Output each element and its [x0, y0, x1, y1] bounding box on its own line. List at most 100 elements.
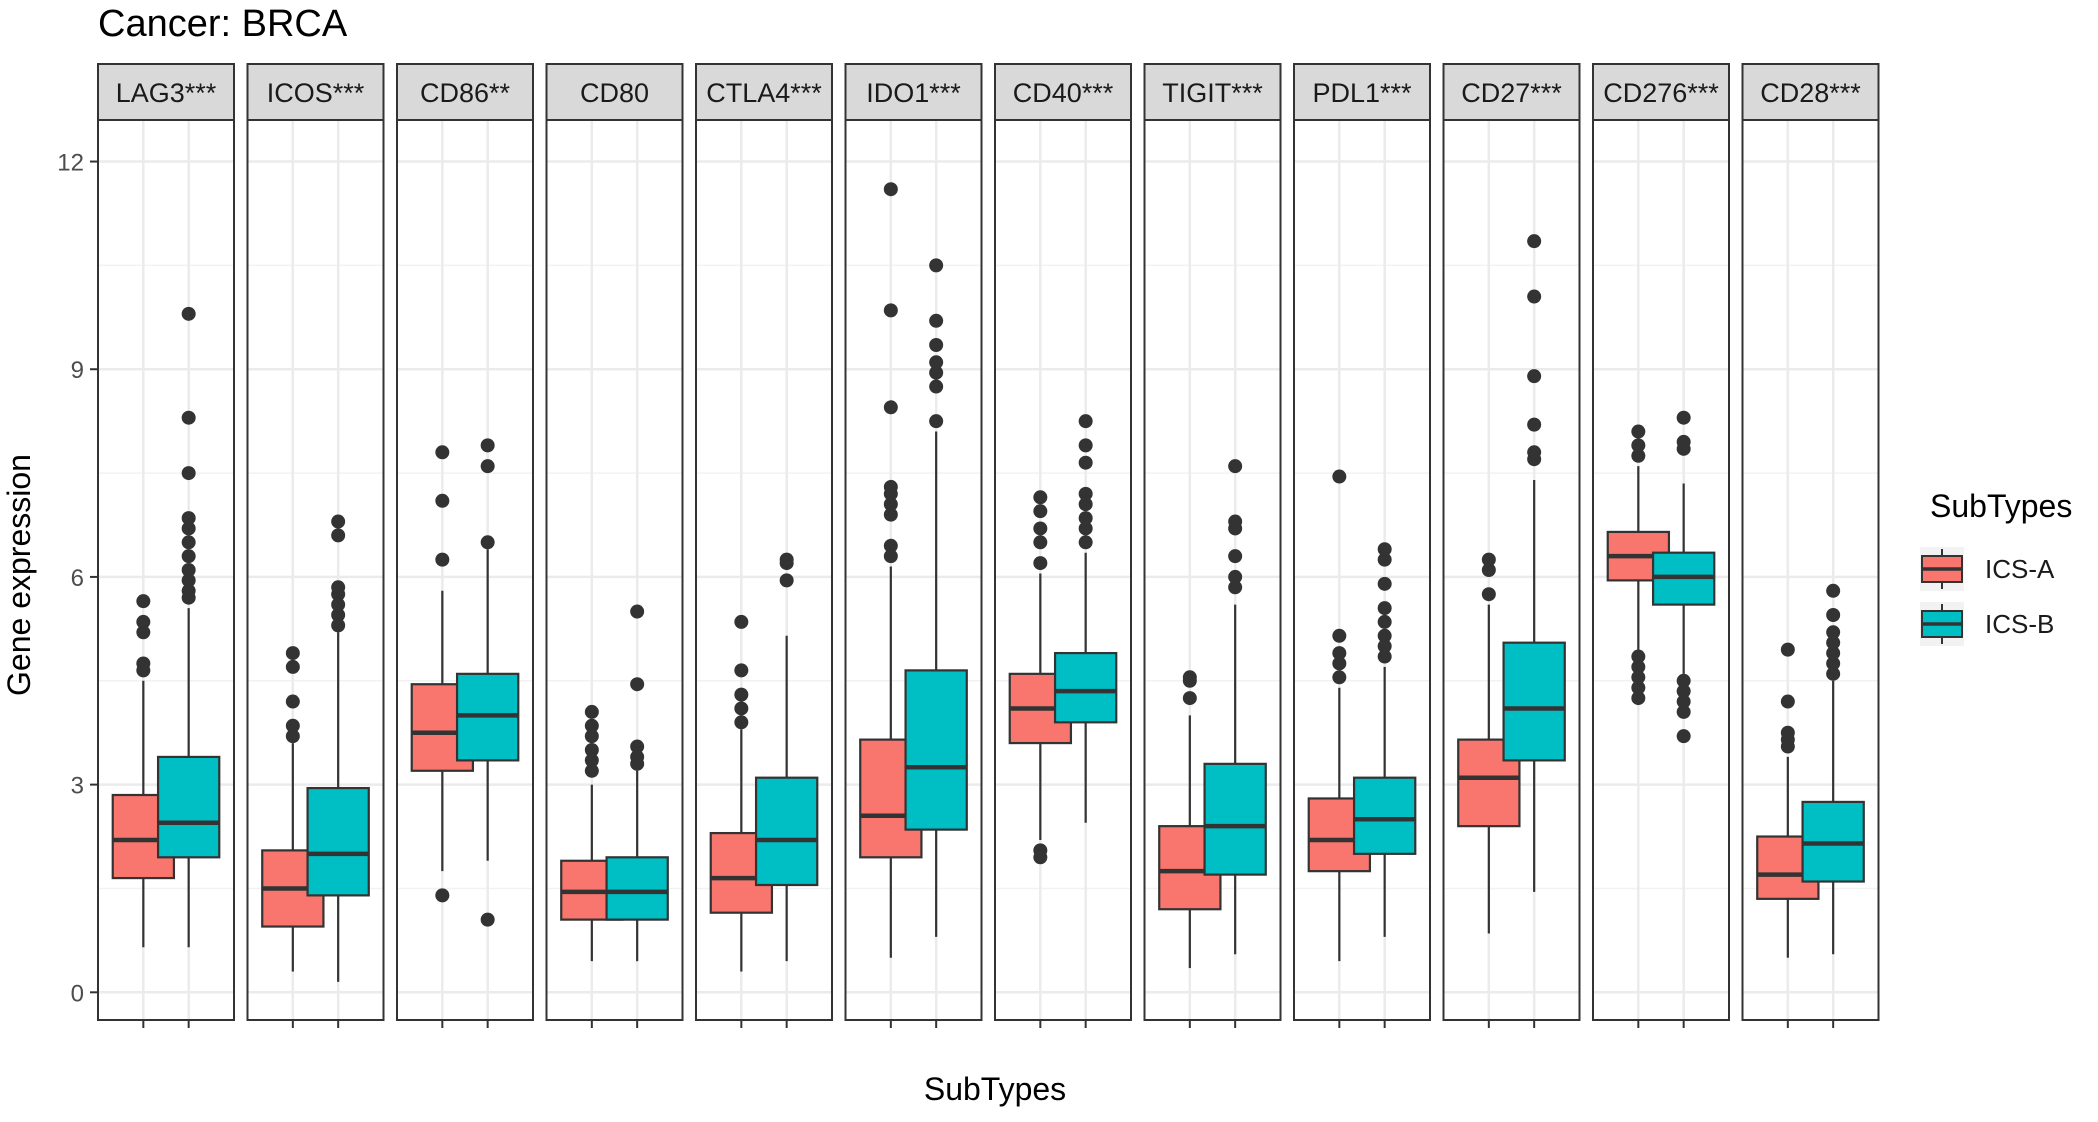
y-tick-label: 12 — [57, 150, 84, 177]
outlier-point — [1332, 469, 1347, 484]
panel-background — [1294, 120, 1430, 1020]
outlier-point — [181, 535, 196, 550]
outlier-point — [1676, 704, 1691, 719]
outlier-point — [1078, 497, 1093, 512]
outlier-point — [285, 646, 300, 661]
facet-panel: CD80 — [545, 63, 684, 1028]
outlier-point — [1033, 490, 1048, 505]
facet-panel: LAG3*** — [97, 63, 235, 1028]
outlier-point — [929, 258, 944, 273]
outlier-point — [630, 739, 645, 754]
outlier-point — [1377, 542, 1392, 557]
outlier-point — [1676, 434, 1691, 449]
outlier-point — [1527, 369, 1542, 384]
outlier-point — [1527, 289, 1542, 304]
facet-strip-label: CTLA4*** — [706, 78, 822, 108]
outlier-point — [1481, 587, 1496, 602]
outlier-point — [1078, 414, 1093, 429]
facet-panel: IDO1*** — [844, 63, 983, 1028]
outlier-point — [1780, 642, 1795, 657]
outlier-point — [331, 514, 346, 529]
outlier-point — [1631, 680, 1646, 695]
facet-strip-label: ICOS*** — [267, 78, 365, 108]
outlier-point — [1228, 569, 1243, 584]
outlier-point — [883, 400, 898, 415]
box-iqr — [1502, 641, 1566, 762]
outlier-point — [1033, 556, 1048, 571]
box-ics-a — [1457, 552, 1521, 934]
box-ics-b — [156, 306, 221, 948]
outlier-point — [136, 656, 151, 671]
outlier-point — [929, 365, 944, 380]
outlier-point — [630, 604, 645, 619]
facet-strip-label: CD40*** — [1013, 78, 1114, 108]
facet-strip — [844, 63, 983, 121]
box-ics-b — [306, 514, 370, 982]
outlier-point — [1631, 670, 1646, 685]
outlier-point — [480, 438, 495, 453]
outlier-point — [1631, 438, 1646, 453]
facet-panel: TIGIT*** — [1143, 63, 1282, 1028]
outlier-point — [435, 888, 450, 903]
legend-entry-label: ICS-A — [1985, 554, 2055, 584]
outlier-point — [929, 355, 944, 370]
box-ics-b — [1203, 459, 1267, 955]
outlier-point — [630, 677, 645, 692]
outlier-point — [1826, 646, 1841, 661]
box-ics-b — [1651, 410, 1716, 744]
facet-panel: CTLA4*** — [695, 63, 833, 1028]
facet-strip-label: CD80 — [580, 78, 649, 108]
outlier-point — [1826, 635, 1841, 650]
outlier-point — [285, 659, 300, 674]
outlier-point — [181, 521, 196, 536]
facet-panel: CD276*** — [1592, 63, 1730, 1028]
outlier-point — [584, 704, 599, 719]
outlier-point — [1676, 729, 1691, 744]
outlier-point — [1377, 552, 1392, 567]
y-axis-title: Gene expression — [1, 454, 37, 696]
outlier-point — [480, 535, 495, 550]
outlier-point — [779, 552, 794, 567]
outlier-point — [1033, 504, 1048, 519]
outlier-point — [1527, 445, 1542, 460]
outlier-point — [1078, 486, 1093, 501]
outlier-point — [1826, 608, 1841, 622]
outlier-point — [1631, 424, 1646, 439]
facet-strip — [396, 63, 534, 121]
facet-panel: ICOS*** — [246, 63, 385, 1028]
outlier-point — [734, 663, 749, 678]
outlier-point — [1377, 649, 1392, 664]
x-axis-title: SubTypes — [924, 1071, 1066, 1107]
facet-strip — [97, 63, 235, 121]
outlier-point — [1078, 521, 1093, 536]
outlier-point — [883, 479, 898, 494]
outlier-point — [181, 306, 196, 321]
legend-entry: ICS-B — [1920, 602, 2054, 646]
outlier-point — [734, 715, 749, 730]
panel-background — [397, 120, 533, 1020]
facet-strip-label: LAG3*** — [116, 78, 217, 108]
box-iqr — [306, 786, 370, 897]
outlier-point — [584, 743, 599, 757]
outlier-point — [929, 313, 944, 328]
outlier-point — [181, 583, 196, 598]
outlier-point — [435, 552, 450, 567]
box-iqr — [904, 669, 968, 831]
outlier-point — [331, 597, 346, 612]
outlier-point — [136, 614, 151, 629]
outlier-point — [480, 912, 495, 927]
outlier-point — [1332, 670, 1347, 685]
outlier-point — [1631, 659, 1646, 674]
outlier-point — [1481, 563, 1496, 577]
facet-panel: CD27*** — [1442, 63, 1581, 1028]
outlier-point — [883, 303, 898, 318]
facet-strip-label: CD28*** — [1760, 78, 1861, 108]
box-ics-b — [904, 258, 968, 937]
outlier-point — [734, 701, 749, 716]
y-axis: 0 3 6 9 12 — [57, 150, 98, 1007]
outlier-point — [1780, 694, 1795, 709]
outlier-point — [435, 493, 450, 508]
outlier-point — [929, 379, 944, 394]
legend-entry: ICS-A — [1920, 547, 2055, 591]
